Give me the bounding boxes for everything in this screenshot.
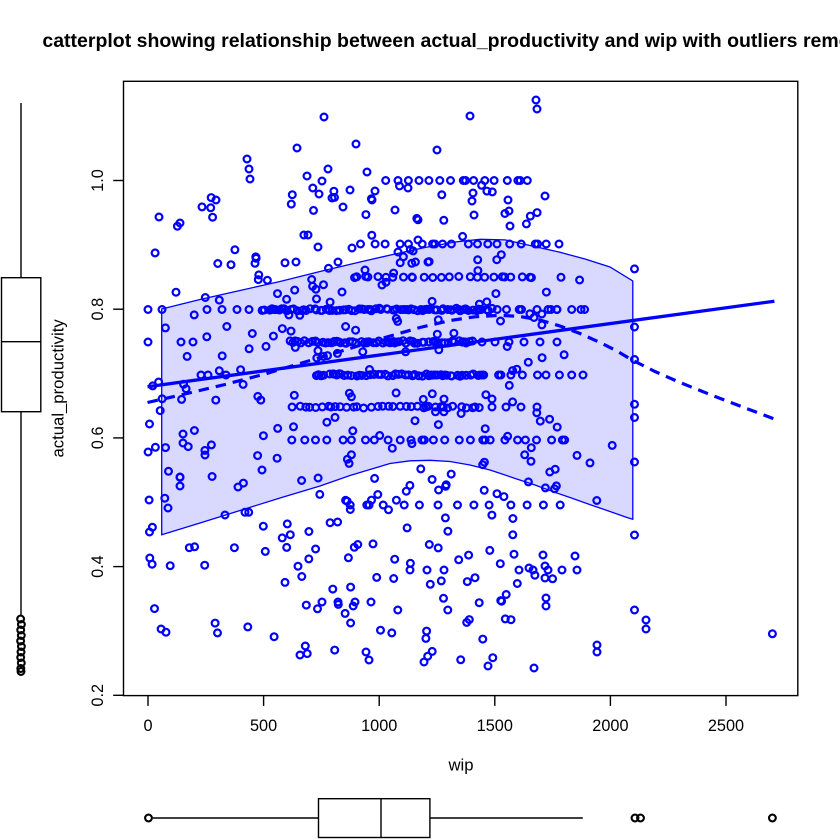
svg-text:500: 500 xyxy=(250,717,277,735)
svg-text:0.4: 0.4 xyxy=(89,555,107,578)
svg-text:0: 0 xyxy=(143,717,152,735)
svg-text:wip: wip xyxy=(447,756,473,775)
svg-text:2000: 2000 xyxy=(592,717,628,735)
svg-text:0.8: 0.8 xyxy=(89,298,107,321)
svg-text:0.6: 0.6 xyxy=(89,427,107,450)
svg-text:1.0: 1.0 xyxy=(89,169,107,192)
svg-text:2500: 2500 xyxy=(708,717,744,735)
svg-text:actual_productivity: actual_productivity xyxy=(49,319,68,458)
svg-text:1500: 1500 xyxy=(477,717,513,735)
svg-text:1000: 1000 xyxy=(361,717,397,735)
svg-text:0.2: 0.2 xyxy=(89,684,107,707)
svg-text:catterplot showing relationshi: catterplot showing relationship between … xyxy=(42,30,840,52)
